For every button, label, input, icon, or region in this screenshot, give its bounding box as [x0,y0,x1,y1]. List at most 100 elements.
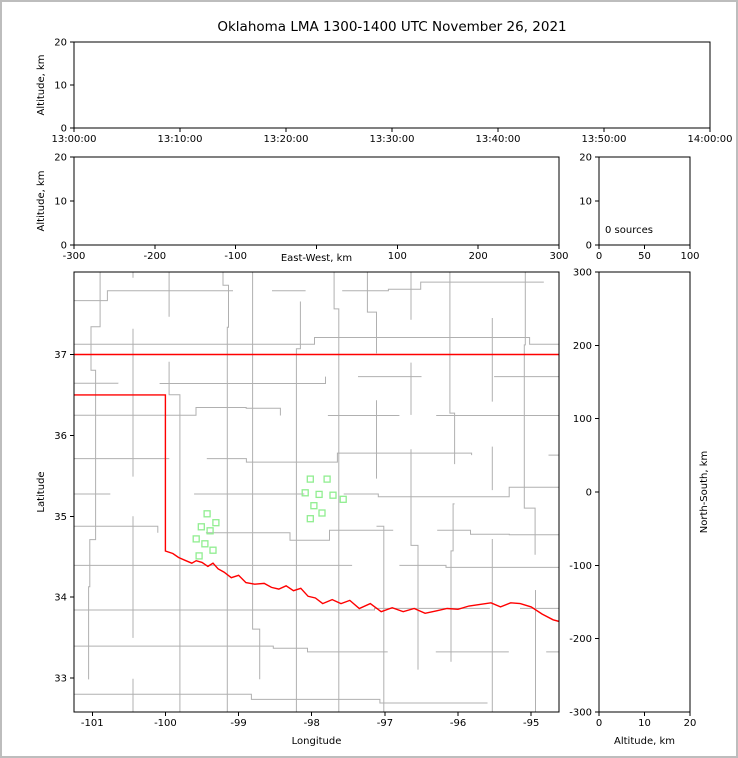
altitude-axis-label: Altitude, km [36,171,47,232]
lma-station-marker [203,510,211,518]
tick-label: -101 [81,718,104,729]
lma-station-marker [315,490,323,499]
figure-title: Oklahoma LMA 1300-1400 UTC November 26, … [217,19,566,35]
lma-station-marker [318,509,326,517]
longitude-axis-label: Longitude [292,736,342,747]
tick-label: -100 [224,251,247,262]
north-south-axis-label: North-South, km [699,451,710,534]
county-line [74,645,559,653]
lma-station-marker [306,515,314,523]
tick-label: 36 [54,431,67,442]
county-line [74,693,488,704]
county-line [74,407,559,416]
panel-histogram: 0 50 100 0 10 20 0 sources [579,153,699,263]
tick-label: -98 [304,718,320,729]
height-ns-frame [598,271,691,713]
tick-label: 50 [638,251,651,262]
tick-label: 200 [573,341,592,352]
lma-station-marker [201,540,209,548]
lma-station-marker [206,527,214,535]
tick-label: 20 [684,718,697,729]
panel-height-ns: 0 10 20 -300 -200 -100 0 100 200 300 Altitude, km N… [569,268,710,748]
panel-time-height: 13:00:00 13:10:00 13:20:00 13:30:00 13:40:00… [36,38,732,146]
tick-label: 33 [54,674,67,685]
tick-label: 0 [586,488,592,499]
tick-label: 0 [61,241,67,252]
time-tick-label: 13:30:00 [370,134,415,145]
tick-label: 0 [596,251,602,262]
tick-label: 10 [638,718,651,729]
tick-label: -300 [63,251,86,262]
county-line [333,272,340,712]
county-line [449,272,456,662]
tick-label: -100 [569,561,592,572]
county-line [74,525,559,541]
lma-station-marker [209,546,217,554]
tick-label: -96 [450,718,466,729]
east-west-axis-label: East-West, km [281,253,352,264]
county-line [168,272,181,712]
lma-stations [192,475,347,560]
time-tick-label: 13:20:00 [264,134,309,145]
tick-label: -99 [230,718,246,729]
time-tick-label: 14:00:00 [688,134,733,145]
tick-label: 20 [579,153,592,164]
county-line [74,445,559,463]
sources-count-annotation: 0 sources [605,225,653,236]
county-line [252,272,261,680]
county-line [74,486,559,498]
tick-label: 0 [586,241,592,252]
county-line [74,337,559,345]
lma-station-marker [212,519,220,527]
tick-label: 10 [54,81,67,92]
state-border-segment [74,394,559,623]
county-line [74,281,544,302]
lma-station-marker [192,535,200,543]
tick-label: -200 [143,251,166,262]
time-height-frame [73,41,711,129]
ew-height-frame [73,156,560,246]
tick-label: -100 [154,718,177,729]
altitude-axis-label: Altitude, km [614,736,675,747]
tick-label: -300 [569,708,592,719]
plan-map-frame [73,271,560,713]
tick-label: 0 [61,124,67,135]
time-tick-label: 13:10:00 [158,134,203,145]
tick-label: 20 [54,153,67,164]
tick-label: 37 [54,350,67,361]
state-border [74,353,559,623]
county-line [405,272,419,670]
tick-label: 35 [54,512,67,523]
lma-station-marker [310,502,318,510]
lma-station-marker [306,475,314,483]
tick-label: -95 [523,718,539,729]
county-line [523,272,536,712]
county-line [295,301,301,712]
county-line [74,564,559,568]
tick-label: 200 [469,251,488,262]
altitude-axis-label: Altitude, km [36,55,47,116]
tick-label: -97 [377,718,393,729]
county-boundaries [74,272,559,712]
tick-label: 34 [54,593,67,604]
lma-station-marker [329,491,337,499]
time-tick-label: 13:50:00 [582,134,627,145]
panel-plan-map: -101 -100 -99 -98 -97 -96 -95 33 34 35 36 37 Longitu… [36,271,560,747]
tick-label: 0 [596,718,602,729]
latitude-axis-label: Latitude [36,471,47,512]
lma-station-marker [339,495,347,503]
tick-label: 20 [54,38,67,49]
time-tick-label: 13:40:00 [476,134,521,145]
tick-label: 10 [579,197,592,208]
tick-label: 10 [54,197,67,208]
lma-station-marker [197,523,205,531]
lma-station-marker [323,475,331,483]
tick-label: 100 [388,251,407,262]
panel-ew-height: -300 -200 -100 100 200 300 0 10 20 East-West, km A… [36,153,569,265]
county-line [74,376,559,384]
tick-label: 300 [549,251,568,262]
lma-station-marker [195,552,203,560]
tick-label: 100 [680,251,699,262]
